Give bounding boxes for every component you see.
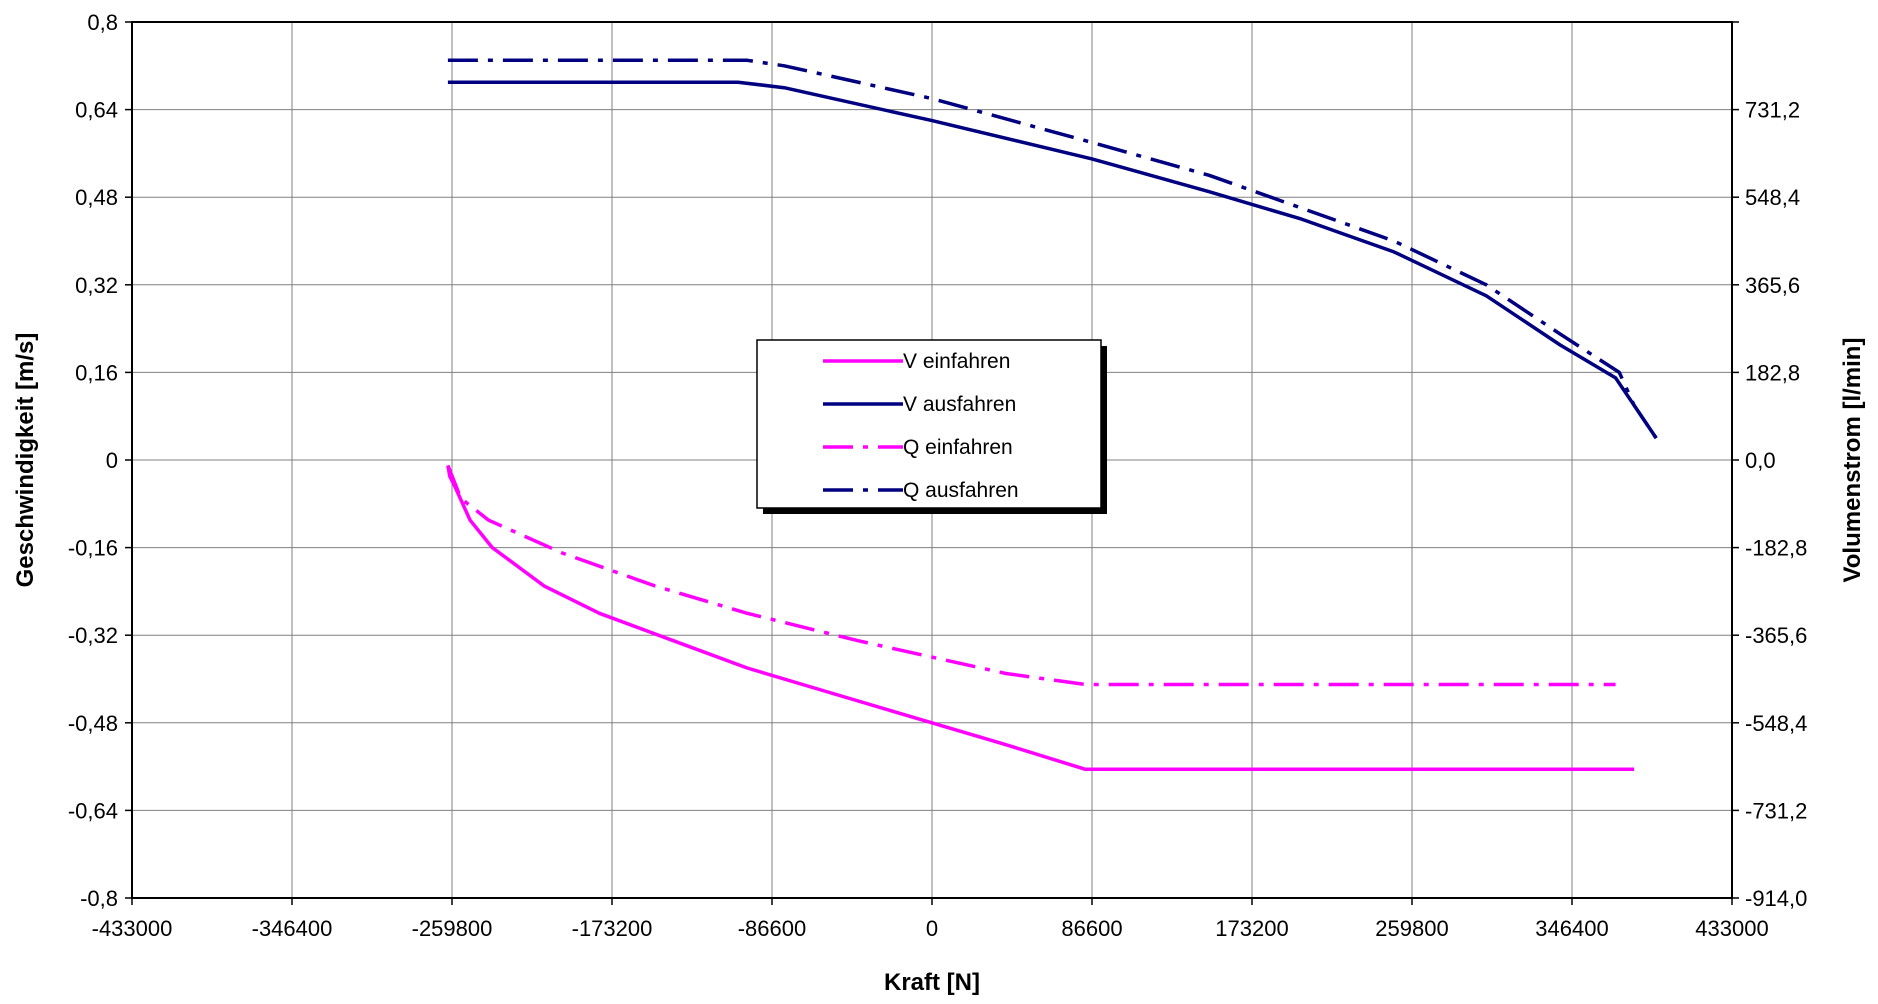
y2-tick-label: -365,6 — [1745, 623, 1807, 648]
y2-tick-label: -914,0 — [1745, 886, 1807, 911]
y2-axis-title: Volumenstrom [l/min] — [1839, 338, 1866, 583]
series-line-3 — [447, 58, 1658, 440]
y2-axis-ticks: 731,2 548,4 365,6 182,8 0,0 -182,8 -365,6 -548,… — [1732, 21, 1807, 911]
x-axis-ticks: -433000 -346400 -259800 -173200 -86600 0 86600… — [92, 898, 1769, 941]
legend-label: Q ausfahren — [903, 479, 1019, 502]
x-tick-label: -433000 — [92, 916, 173, 941]
y2-tick-label: -731,2 — [1745, 798, 1807, 823]
y-axis-title: Geschwindigkeit [m/s] — [12, 333, 39, 588]
x-tick-label: 86600 — [1061, 916, 1122, 941]
y-tick-label: 0,32 — [75, 273, 118, 298]
y2-tick-label: 0,0 — [1745, 448, 1776, 473]
y-tick-label: -0,32 — [68, 623, 118, 648]
series-line-1 — [447, 80, 1658, 440]
y2-tick-label: 548,4 — [1745, 185, 1800, 210]
y2-tick-label: -548,4 — [1745, 711, 1807, 736]
legend: V einfahren V ausfahren Q einfahren Q ausfa… — [756, 339, 1107, 514]
y2-tick-label: -182,8 — [1745, 536, 1807, 561]
y-tick-label: -0,8 — [80, 886, 118, 911]
y-tick-label: -0,16 — [68, 536, 118, 561]
x-axis-title: Kraft [N] — [884, 969, 980, 996]
legend-label: V ausfahren — [903, 393, 1016, 416]
legend-label: V einfahren — [903, 350, 1010, 373]
x-tick-label: 173200 — [1215, 916, 1288, 941]
y-tick-label: 0,8 — [87, 10, 118, 35]
x-tick-label: 0 — [926, 916, 938, 941]
y-tick-label: 0,64 — [75, 98, 118, 123]
y2-tick-label: 365,6 — [1745, 273, 1800, 298]
y-tick-label: 0,48 — [75, 185, 118, 210]
x-tick-label: 259800 — [1375, 916, 1448, 941]
x-tick-label: -259800 — [412, 916, 493, 941]
x-tick-label: -173200 — [572, 916, 653, 941]
legend-label: Q einfahren — [903, 436, 1013, 459]
x-tick-label: 346400 — [1535, 916, 1608, 941]
x-tick-label: -346400 — [252, 916, 333, 941]
series-lines — [446, 58, 1658, 772]
series-line-2 — [446, 464, 1616, 687]
y2-tick-label: 182,8 — [1745, 360, 1800, 385]
x-tick-label: -86600 — [738, 916, 807, 941]
y-tick-label: -0,64 — [68, 798, 118, 823]
legend-box — [756, 339, 1102, 509]
y-tick-label: 0,16 — [75, 360, 118, 385]
y-tick-label: -0,48 — [68, 711, 118, 736]
y-axis-ticks: 0,8 0,64 0,48 0,32 0,16 0 -0,16 -0,32 -0,48 -0,64… — [68, 10, 132, 911]
legend-items: V einfahren V ausfahren Q einfahren Q ausfa… — [823, 350, 1019, 502]
x-tick-label: 433000 — [1695, 916, 1768, 941]
y2-tick-label: 731,2 — [1745, 98, 1800, 123]
y-tick-label: 0 — [106, 448, 118, 473]
